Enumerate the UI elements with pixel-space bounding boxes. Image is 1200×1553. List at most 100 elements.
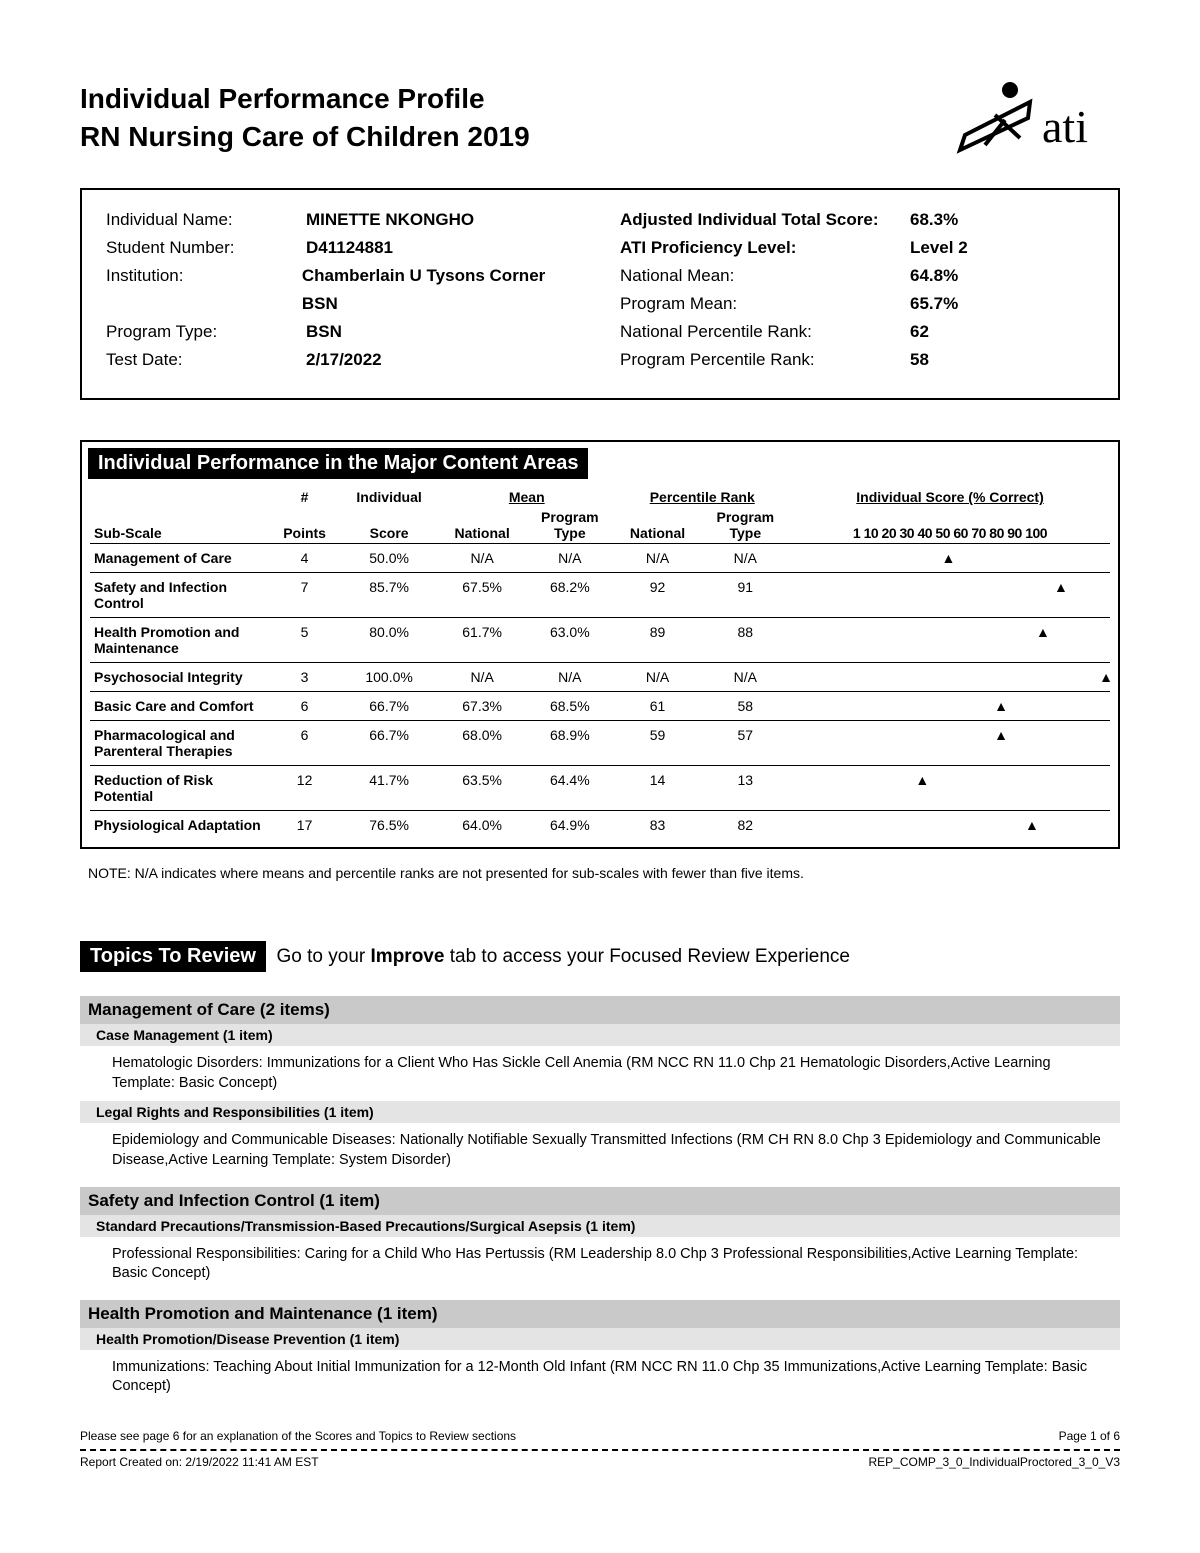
col-individual-top: Individual [339, 487, 439, 507]
cell-program: 63.0% [525, 618, 614, 663]
topic-subsection: Legal Rights and Responsibilities (1 ite… [80, 1101, 1120, 1123]
cell-program-p: 13 [701, 766, 790, 811]
cell-points: 3 [270, 663, 339, 692]
score-marker-icon: ▲ [1036, 624, 1050, 640]
cell-national-p: 59 [614, 721, 700, 766]
cell-national: N/A [439, 663, 525, 692]
info-label: Individual Name: [106, 206, 306, 234]
col-mean: Mean [439, 487, 614, 507]
info-label: Adjusted Individual Total Score: [620, 206, 910, 234]
info-label: National Percentile Rank: [620, 318, 910, 346]
footer-created: Report Created on: 2/19/2022 11:41 AM ES… [80, 1455, 319, 1469]
cell-national-p: N/A [614, 544, 700, 573]
col-national-p: National [614, 507, 700, 544]
score-marker-icon: ▲ [941, 550, 955, 566]
footer-bottom: Report Created on: 2/19/2022 11:41 AM ES… [80, 1455, 1120, 1469]
cell-national: N/A [439, 544, 525, 573]
score-marker-icon: ▲ [1099, 669, 1113, 685]
cell-national-p: 14 [614, 766, 700, 811]
cell-name: Pharmacological and Parenteral Therapies [90, 721, 270, 766]
cell-national-p: 83 [614, 811, 700, 840]
info-label: Program Type: [106, 318, 306, 346]
info-value: Chamberlain U Tysons Corner BSN [302, 262, 580, 318]
cell-points: 5 [270, 618, 339, 663]
topics-band: Topics To Review [80, 941, 266, 972]
performance-box: Individual Performance in the Major Cont… [80, 440, 1120, 849]
info-value: 2/17/2022 [306, 346, 382, 374]
cell-score-bar: ▲ [790, 692, 1110, 721]
table-row: Physiological Adaptation 17 76.5% 64.0% … [90, 811, 1110, 840]
col-points: Points [270, 507, 339, 544]
cell-points: 17 [270, 811, 339, 840]
info-row: National Percentile Rank:62 [620, 318, 1094, 346]
info-row: Adjusted Individual Total Score:68.3% [620, 206, 1094, 234]
topics-header: Topics To Review Go to your Improve tab … [80, 941, 1120, 972]
cell-national: 61.7% [439, 618, 525, 663]
section-title: Individual Performance in the Major Cont… [88, 448, 588, 479]
cell-score-bar: ▲ [790, 618, 1110, 663]
info-row: Program Type:BSN [106, 318, 580, 346]
info-left-col: Individual Name:MINETTE NKONGHOStudent N… [106, 206, 580, 374]
cell-score-bar: ▲ [790, 573, 1110, 618]
cell-name: Safety and Infection Control [90, 573, 270, 618]
cell-program-p: 57 [701, 721, 790, 766]
topic-subsection: Health Promotion/Disease Prevention (1 i… [80, 1328, 1120, 1350]
cell-program-p: 88 [701, 618, 790, 663]
info-value: 58 [910, 346, 929, 374]
cell-name: Health Promotion and Maintenance [90, 618, 270, 663]
footer-code: REP_COMP_3_0_IndividualProctored_3_0_V3 [869, 1455, 1121, 1469]
cell-points: 4 [270, 544, 339, 573]
cell-score: 76.5% [339, 811, 439, 840]
info-value: D41124881 [306, 234, 393, 262]
topic-section: Health Promotion and Maintenance (1 item… [80, 1300, 1120, 1328]
info-label: Student Number: [106, 234, 306, 262]
cell-score: 80.0% [339, 618, 439, 663]
cell-points: 6 [270, 721, 339, 766]
topic-detail: Immunizations: Teaching About Initial Im… [80, 1350, 1120, 1405]
cell-name: Physiological Adaptation [90, 811, 270, 840]
cell-score-bar: ▲ [790, 544, 1110, 573]
info-row: Institution:Chamberlain U Tysons Corner … [106, 262, 580, 318]
topic-subsection: Case Management (1 item) [80, 1024, 1120, 1046]
info-value: BSN [306, 318, 342, 346]
table-row: Pharmacological and Parenteral Therapies… [90, 721, 1110, 766]
header: Individual Performance Profile RN Nursin… [80, 80, 1120, 160]
cell-national-p: 92 [614, 573, 700, 618]
title-line-2: RN Nursing Care of Children 2019 [80, 118, 530, 156]
cell-national: 64.0% [439, 811, 525, 840]
col-score-pct: Individual Score (% Correct) [790, 487, 1110, 507]
cell-score-bar: ▲ [790, 811, 1110, 840]
info-value: 64.8% [910, 262, 958, 290]
topic-detail: Epidemiology and Communicable Diseases: … [80, 1123, 1120, 1178]
cell-program-p: N/A [701, 663, 790, 692]
info-row: Program Mean:65.7% [620, 290, 1094, 318]
table-row: Management of Care 4 50.0% N/A N/A N/A N… [90, 544, 1110, 573]
cell-score: 85.7% [339, 573, 439, 618]
cell-national: 63.5% [439, 766, 525, 811]
performance-table: Sub-Scale # Individual Mean Percentile R… [90, 487, 1110, 839]
svg-text:ati: ati [1042, 101, 1088, 152]
title-line-1: Individual Performance Profile [80, 80, 530, 118]
info-box: Individual Name:MINETTE NKONGHOStudent N… [80, 188, 1120, 400]
score-marker-icon: ▲ [994, 698, 1008, 714]
info-row: National Mean:64.8% [620, 262, 1094, 290]
info-label: Institution: [106, 262, 302, 318]
topic-subsection: Standard Precautions/Transmission-Based … [80, 1215, 1120, 1237]
col-program-type-p: ProgramType [701, 507, 790, 544]
info-label: ATI Proficiency Level: [620, 234, 910, 262]
table-row: Basic Care and Comfort 6 66.7% 67.3% 68.… [90, 692, 1110, 721]
info-value: 62 [910, 318, 929, 346]
score-marker-icon: ▲ [915, 772, 929, 788]
topic-detail: Hematologic Disorders: Immunizations for… [80, 1046, 1120, 1101]
info-value: MINETTE NKONGHO [306, 206, 474, 234]
cell-program: 64.9% [525, 811, 614, 840]
info-label: Test Date: [106, 346, 306, 374]
topic-detail: Professional Responsibilities: Caring fo… [80, 1237, 1120, 1292]
cell-program: 68.9% [525, 721, 614, 766]
table-row: Health Promotion and Maintenance 5 80.0%… [90, 618, 1110, 663]
cell-program-p: 91 [701, 573, 790, 618]
cell-program: 64.4% [525, 766, 614, 811]
table-row: Psychosocial Integrity 3 100.0% N/A N/A … [90, 663, 1110, 692]
cell-name: Basic Care and Comfort [90, 692, 270, 721]
topic-section: Safety and Infection Control (1 item) [80, 1187, 1120, 1215]
